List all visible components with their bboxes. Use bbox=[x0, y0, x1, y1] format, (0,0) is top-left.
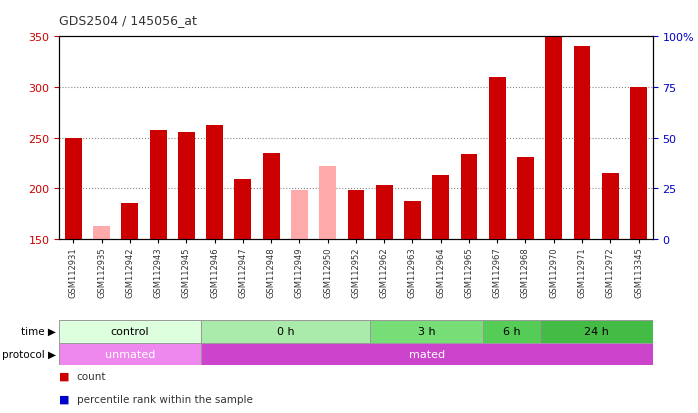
Bar bbox=[461, 154, 477, 240]
Bar bbox=[200, 343, 653, 366]
Text: count: count bbox=[77, 371, 106, 381]
Text: ■: ■ bbox=[59, 371, 70, 381]
Bar bbox=[319, 167, 336, 240]
Bar bbox=[65, 138, 82, 240]
Bar bbox=[432, 176, 450, 240]
Bar bbox=[348, 191, 364, 240]
Bar bbox=[59, 343, 200, 366]
Bar bbox=[200, 320, 370, 343]
Bar bbox=[376, 186, 393, 240]
Bar bbox=[545, 38, 562, 240]
Bar bbox=[483, 320, 540, 343]
Bar bbox=[404, 201, 421, 240]
Text: 24 h: 24 h bbox=[584, 326, 609, 337]
Bar bbox=[235, 180, 251, 240]
Text: ■: ■ bbox=[59, 394, 70, 404]
Bar bbox=[540, 320, 653, 343]
Text: mated: mated bbox=[408, 349, 445, 359]
Bar bbox=[517, 158, 534, 240]
Text: GDS2504 / 145056_at: GDS2504 / 145056_at bbox=[59, 14, 198, 27]
Text: protocol ▶: protocol ▶ bbox=[2, 349, 56, 359]
Bar bbox=[291, 191, 308, 240]
Bar bbox=[121, 203, 138, 240]
Bar bbox=[150, 130, 167, 240]
Text: unmated: unmated bbox=[105, 349, 155, 359]
Bar bbox=[59, 320, 200, 343]
Bar bbox=[94, 226, 110, 240]
Bar bbox=[262, 154, 280, 240]
Text: percentile rank within the sample: percentile rank within the sample bbox=[77, 394, 253, 404]
Bar bbox=[630, 88, 647, 240]
Bar bbox=[489, 78, 506, 240]
Text: 3 h: 3 h bbox=[418, 326, 436, 337]
Text: 6 h: 6 h bbox=[503, 326, 520, 337]
Text: time ▶: time ▶ bbox=[21, 326, 56, 337]
Bar bbox=[206, 125, 223, 240]
Bar bbox=[178, 132, 195, 240]
Bar bbox=[602, 174, 618, 240]
Text: 0 h: 0 h bbox=[276, 326, 294, 337]
Text: control: control bbox=[111, 326, 149, 337]
Bar bbox=[370, 320, 483, 343]
Bar bbox=[574, 47, 591, 240]
